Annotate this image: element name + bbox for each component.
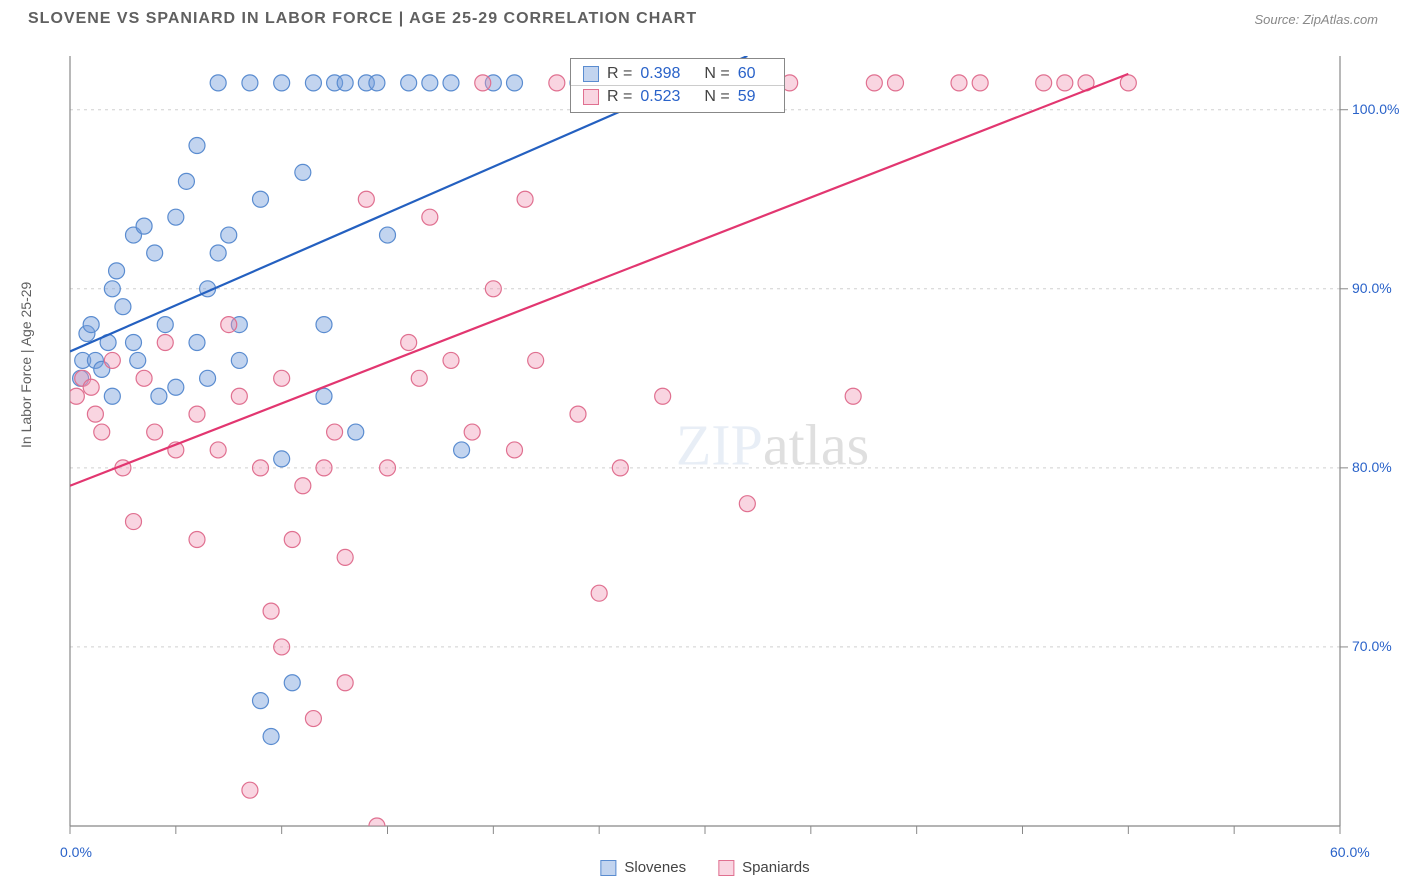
legend-swatch-spaniards bbox=[718, 860, 734, 876]
y-tick-label: 100.0% bbox=[1352, 101, 1399, 117]
scatter-plot bbox=[30, 48, 1380, 876]
swatch-slovenes bbox=[583, 66, 599, 82]
legend: Slovenes Spaniards bbox=[600, 859, 809, 876]
stats-row-spaniards: R = 0.523 N = 59 bbox=[571, 85, 784, 108]
y-tick-label: 70.0% bbox=[1352, 638, 1392, 654]
n-label: N = bbox=[704, 88, 729, 106]
n-label: N = bbox=[704, 65, 729, 83]
chart-title: SLOVENE VS SPANIARD IN LABOR FORCE | AGE… bbox=[28, 10, 697, 28]
chart-container: In Labor Force | Age 25-29 ZIPatlas R = … bbox=[30, 48, 1380, 876]
correlation-stats-box: R = 0.398 N = 60 R = 0.523 N = 59 bbox=[570, 58, 785, 113]
legend-item-slovenes: Slovenes bbox=[600, 859, 686, 876]
r-value-spaniards: 0.523 bbox=[640, 88, 680, 106]
swatch-spaniards bbox=[583, 89, 599, 105]
stats-row-slovenes: R = 0.398 N = 60 bbox=[571, 63, 784, 85]
x-tick-label: 60.0% bbox=[1330, 844, 1370, 860]
y-tick-label: 80.0% bbox=[1352, 459, 1392, 475]
x-tick-label: 0.0% bbox=[60, 844, 92, 860]
legend-item-spaniards: Spaniards bbox=[718, 859, 810, 876]
source-attribution: Source: ZipAtlas.com bbox=[1254, 12, 1378, 27]
legend-swatch-slovenes bbox=[600, 860, 616, 876]
n-value-spaniards: 59 bbox=[738, 88, 756, 106]
n-value-slovenes: 60 bbox=[738, 65, 756, 83]
legend-label-slovenes: Slovenes bbox=[624, 859, 686, 876]
title-bar: SLOVENE VS SPANIARD IN LABOR FORCE | AGE… bbox=[0, 0, 1406, 36]
legend-label-spaniards: Spaniards bbox=[742, 859, 810, 876]
r-label: R = bbox=[607, 65, 632, 83]
r-label: R = bbox=[607, 88, 632, 106]
y-tick-label: 90.0% bbox=[1352, 280, 1392, 296]
r-value-slovenes: 0.398 bbox=[640, 65, 680, 83]
